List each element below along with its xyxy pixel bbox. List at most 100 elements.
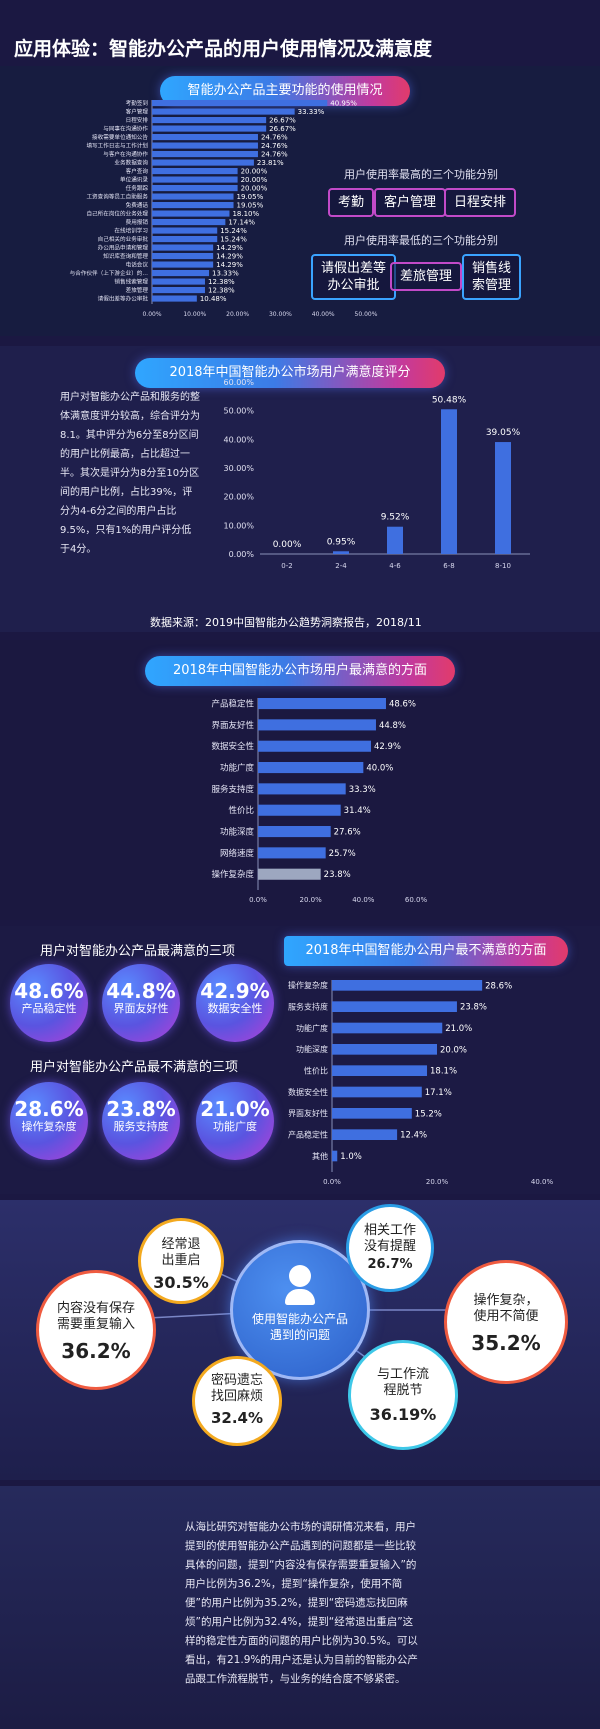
- x-tick-label: 0.0%: [249, 896, 267, 904]
- data-label: 10.48%: [200, 295, 227, 303]
- bar: [152, 261, 214, 268]
- data-label: 17.1%: [425, 1088, 452, 1098]
- category-label: 任务跟踪: [126, 184, 149, 192]
- bar: [332, 1044, 437, 1055]
- data-label: 0.00%: [273, 540, 302, 550]
- bar: [258, 762, 364, 774]
- section-most-satisfied: 2018年中国智能办公市场用户最满意的方面 0.0% 20.0% 40.0% 60.0…: [0, 640, 600, 920]
- data-label: 33.3%: [349, 785, 376, 795]
- bar: [258, 826, 331, 838]
- data-label: 39.05%: [486, 428, 521, 438]
- x-tick-label: 10.00%: [183, 311, 206, 318]
- x-tick-label: 40.0%: [531, 1178, 554, 1186]
- x-tick-label: 30.00%: [269, 311, 292, 318]
- data-label: 33.33%: [298, 108, 325, 116]
- data-label: 24.76%: [261, 134, 288, 142]
- bar: [332, 1108, 412, 1119]
- bar: [258, 847, 326, 859]
- data-label: 48.6%: [389, 700, 416, 710]
- category-label: 请假出差等办公审批: [98, 295, 149, 303]
- category-label: 费用报销: [126, 218, 149, 226]
- data-label: 23.8%: [324, 870, 351, 880]
- bar: [258, 698, 386, 710]
- category-label: 功能广度: [220, 763, 255, 774]
- bar: [152, 219, 226, 226]
- data-label: 0.95%: [327, 537, 356, 547]
- data-label: 40.0%: [366, 764, 393, 774]
- category-label: 客户管理: [126, 108, 149, 116]
- unsat-circle-2: 23.8% 服务支持度: [102, 1082, 180, 1160]
- bar: [332, 1001, 457, 1012]
- bar: [333, 551, 349, 554]
- problem-complex: 操作复杂， 使用不简便 35.2%: [444, 1260, 568, 1384]
- bar: [152, 210, 230, 217]
- x-tick-label: 20.0%: [300, 896, 323, 904]
- category-label: 知识库查询和管理: [103, 252, 148, 260]
- category-label: 与客户在沟通协作: [103, 150, 148, 158]
- bar: [332, 1150, 338, 1162]
- data-label: 24.76%: [261, 151, 288, 159]
- x-tick-label: 50.00%: [355, 311, 378, 318]
- data-label: 20.00%: [241, 168, 268, 176]
- data-label: 15.24%: [220, 236, 247, 244]
- bar: [332, 1065, 428, 1076]
- unsat-circle-3: 21.0% 功能广度: [196, 1082, 274, 1160]
- data-label: 1.0%: [340, 1152, 362, 1162]
- conclusion-text: 从海比研究对智能办公市场的调研情况来看，用户提到的使用智能办公产品遇到的问题都是…: [185, 1521, 418, 1685]
- data-label: 9.52%: [381, 513, 410, 523]
- data-label: 18.1%: [430, 1067, 457, 1077]
- bar: [152, 270, 210, 277]
- satisfaction-score-title: 2018年中国智能办公市场用户满意度评分: [135, 358, 445, 388]
- category-label: 服务支持度: [288, 1001, 328, 1011]
- satisfaction-score-chart: 0.00% 10.00% 20.00% 30.00% 40.00% 50.00% 60.00…: [223, 378, 530, 570]
- problem-no-save: 内容没有保存 需要重复输入 36.2%: [36, 1270, 156, 1390]
- top-features-title: 用户使用率最高的三个功能分别: [344, 168, 498, 181]
- bar: [152, 253, 214, 260]
- bar: [152, 227, 218, 234]
- category-label: 日程安排: [126, 116, 149, 124]
- x-tick-label: 40.0%: [352, 896, 375, 904]
- low-feature-travel: 差旅管理: [390, 262, 463, 291]
- bar: [152, 244, 214, 251]
- x-tick-label: 0.00%: [142, 311, 161, 318]
- data-label: 25.7%: [329, 849, 356, 859]
- data-label: 50.48%: [432, 395, 467, 405]
- category-label: 在线培训学习: [114, 227, 148, 235]
- data-label: 12.38%: [208, 287, 235, 295]
- bar: [152, 100, 328, 107]
- x-tick-label: 0.0%: [323, 1178, 341, 1186]
- category-label: 功能深度: [220, 827, 255, 838]
- y-tick-label: 0.00%: [229, 550, 255, 559]
- sat-circle-2: 44.8% 界面友好性: [102, 964, 180, 1042]
- data-label: 23.81%: [257, 159, 284, 167]
- x-tick-label: 20.00%: [226, 311, 249, 318]
- category-label: 性价比: [304, 1065, 328, 1075]
- bar: [152, 236, 218, 243]
- bar: [152, 108, 295, 115]
- y-tick-label: 10.00%: [223, 521, 254, 530]
- bar: [152, 142, 258, 149]
- most-satisfied-chart: 0.0% 20.0% 40.0% 60.0% 产品稳定性 48.6% 界面友好性 44.8% 数…: [211, 698, 428, 904]
- x-tick-label: 20.0%: [426, 1178, 449, 1186]
- x-tick-label: 60.0%: [405, 896, 428, 904]
- bar: [258, 783, 346, 795]
- bar: [152, 125, 267, 132]
- category-label: 功能深度: [296, 1044, 328, 1054]
- bar: [258, 804, 341, 816]
- data-label: 28.6%: [485, 981, 512, 991]
- data-label: 20.0%: [440, 1045, 467, 1055]
- data-label: 31.4%: [344, 806, 371, 816]
- category-label: 填写工作日志与工作计划: [86, 142, 148, 150]
- category-label: 界面友好性: [211, 720, 254, 731]
- bar: [387, 526, 403, 554]
- data-source: 数据来源：2019中国智能办公趋势洞察报告，2018/11: [150, 616, 422, 629]
- x-tick-label: 4-6: [389, 562, 401, 570]
- category-label: 自己相关的业务审批: [98, 235, 149, 243]
- category-label: 单位通讯录: [120, 176, 148, 184]
- sat-circle-1: 48.6% 产品稳定性: [10, 964, 88, 1042]
- y-tick-label: 60.00%: [223, 378, 254, 387]
- section-satisfaction-score: 2018年中国智能办公市场用户满意度评分 用户对智能办公产品和服务的整体满意度评…: [0, 346, 600, 632]
- bar: [152, 287, 205, 294]
- x-tick-label: 2-4: [335, 562, 347, 570]
- bar: [152, 185, 238, 192]
